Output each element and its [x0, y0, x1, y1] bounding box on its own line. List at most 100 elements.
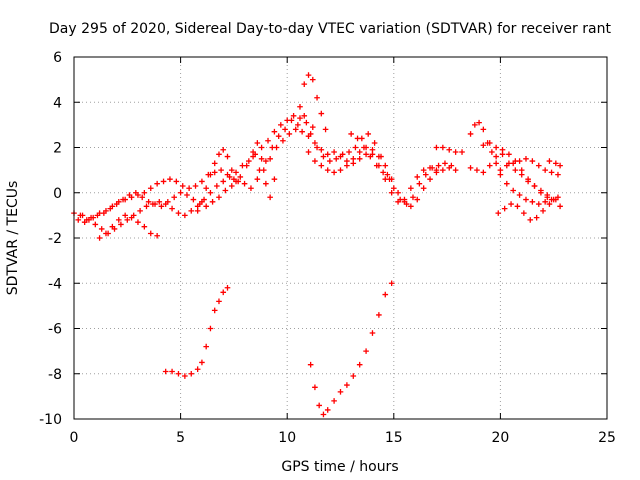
data-point	[306, 72, 312, 78]
data-point	[314, 95, 320, 101]
data-point	[272, 176, 278, 182]
data-point	[167, 176, 173, 182]
data-point	[549, 170, 555, 176]
data-point	[216, 299, 222, 305]
data-point	[530, 158, 536, 164]
data-point	[395, 190, 401, 196]
series-track-10	[434, 145, 465, 155]
data-point	[137, 208, 143, 214]
data-point	[212, 161, 218, 167]
data-point	[93, 222, 99, 228]
data-point	[178, 190, 184, 196]
data-point	[255, 176, 261, 182]
data-point	[274, 145, 280, 151]
data-point	[276, 133, 282, 139]
data-point	[498, 167, 504, 173]
data-point	[188, 371, 194, 377]
data-point	[495, 210, 501, 216]
data-point	[502, 206, 508, 212]
data-point	[365, 131, 371, 137]
data-point	[319, 163, 325, 169]
data-point	[301, 81, 307, 87]
data-point	[265, 138, 271, 144]
y-tick-label: 4	[53, 95, 62, 111]
data-point	[323, 127, 329, 133]
data-point	[171, 194, 177, 200]
data-point	[220, 290, 226, 296]
data-point	[510, 188, 516, 194]
data-point	[468, 165, 474, 171]
y-tick-label: 2	[53, 141, 62, 157]
x-tick-label: 15	[385, 430, 403, 446]
series-track-17	[163, 285, 230, 379]
data-point	[282, 127, 288, 133]
data-point	[481, 127, 487, 133]
data-point	[272, 129, 278, 135]
data-point	[182, 213, 188, 219]
data-point	[263, 181, 269, 187]
data-point	[191, 197, 197, 203]
data-point	[508, 201, 514, 207]
data-point	[188, 208, 194, 214]
x-tick-label: 20	[491, 430, 509, 446]
data-point	[517, 192, 523, 198]
x-axis-label: GPS time / hours	[281, 459, 398, 475]
data-point	[142, 224, 148, 230]
data-point	[453, 149, 459, 155]
series-track-4	[97, 213, 160, 241]
data-point	[216, 151, 222, 157]
data-point	[278, 122, 284, 128]
data-point	[557, 204, 563, 210]
data-point	[414, 174, 420, 180]
data-point	[530, 199, 536, 205]
data-point	[555, 172, 561, 178]
data-point	[316, 403, 322, 409]
data-point	[481, 170, 487, 176]
series-track-1	[71, 113, 454, 223]
data-point	[180, 183, 186, 189]
y-tick-label: -2	[48, 231, 62, 247]
data-point	[442, 161, 448, 167]
data-point	[506, 151, 512, 157]
data-point	[357, 362, 363, 368]
plot-frame	[74, 57, 607, 419]
data-point	[203, 344, 209, 350]
data-point	[331, 170, 337, 176]
data-point	[216, 194, 222, 200]
data-point	[229, 183, 235, 189]
data-point	[348, 131, 354, 137]
data-point	[161, 179, 167, 185]
data-point	[376, 312, 382, 318]
data-point	[259, 145, 265, 151]
series-track-3	[80, 113, 316, 236]
data-point	[223, 188, 229, 194]
data-point	[169, 206, 175, 212]
y-tick-label: 6	[53, 50, 62, 66]
data-point	[312, 385, 318, 391]
data-point	[517, 158, 523, 164]
data-point	[427, 176, 433, 182]
data-point	[487, 163, 493, 169]
data-point	[350, 373, 356, 379]
series-track-12	[468, 147, 550, 200]
data-point	[350, 156, 356, 162]
data-point	[310, 124, 316, 130]
data-point	[527, 217, 533, 223]
data-point	[148, 185, 154, 191]
data-point	[519, 172, 525, 178]
data-point	[284, 118, 290, 124]
data-point	[208, 190, 214, 196]
data-point	[195, 208, 201, 214]
data-point	[212, 308, 218, 314]
data-point	[515, 204, 521, 210]
data-point	[513, 167, 519, 173]
data-point	[547, 158, 553, 164]
data-point	[382, 292, 388, 298]
data-point	[299, 129, 305, 135]
data-point	[297, 104, 303, 110]
x-tick-label: 0	[70, 430, 79, 446]
data-point	[344, 163, 350, 169]
data-point	[325, 167, 331, 173]
data-point	[97, 235, 103, 241]
data-point	[446, 147, 452, 153]
